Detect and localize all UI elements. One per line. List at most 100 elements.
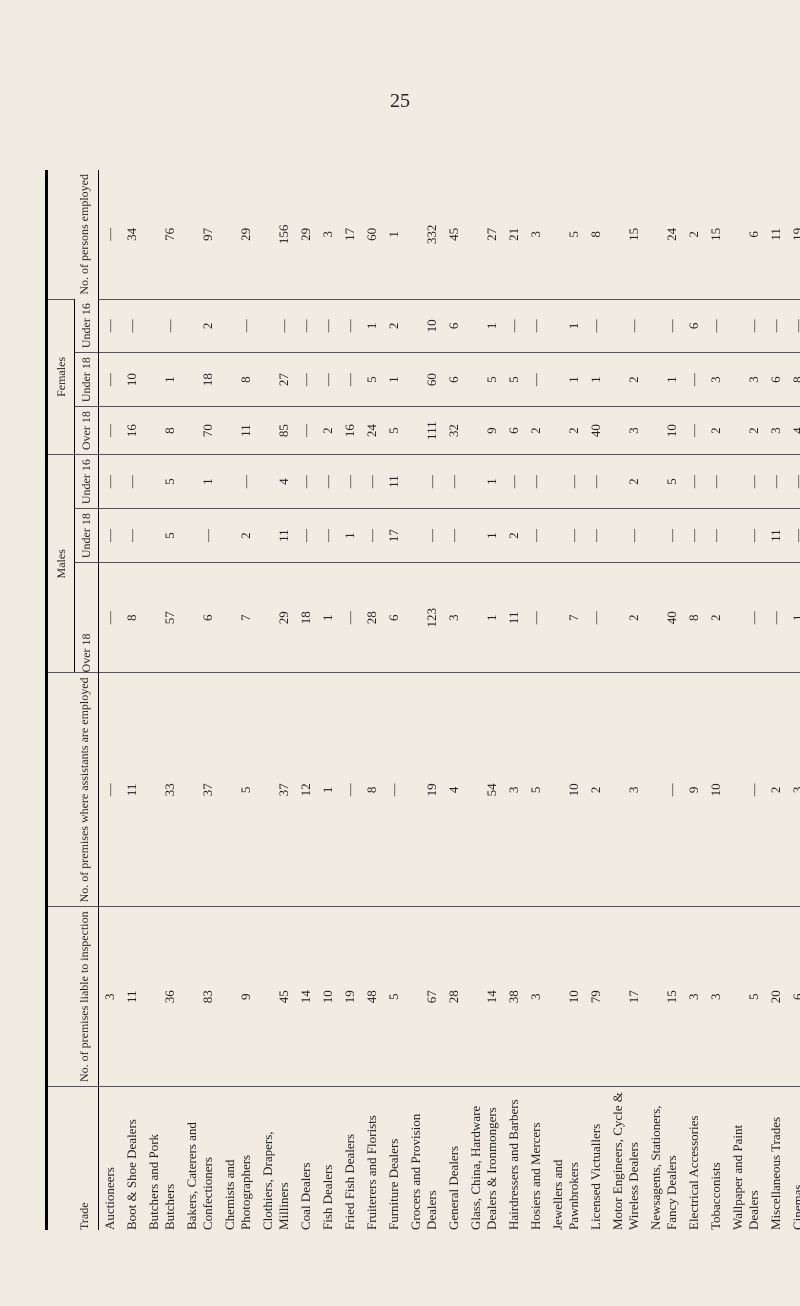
table-row: Cinemas631——48—19 (787, 170, 800, 1230)
table-cell: 2 (547, 407, 585, 455)
table-cell: 27 (257, 353, 295, 407)
table-cell: 32 (443, 407, 465, 455)
table-cell: 5 (547, 170, 585, 299)
table-cell: 34 (121, 170, 143, 299)
table-cell: — (525, 353, 547, 407)
table-cell: 17 (607, 907, 645, 1087)
table-cell: — (121, 455, 143, 509)
table-cell: — (339, 299, 361, 353)
table-cell: 1 (465, 509, 503, 563)
table-cell: — (525, 509, 547, 563)
col-persons-header: No. of persons employed (47, 170, 99, 299)
table-cell: 3 (525, 170, 547, 299)
table-cell: — (645, 299, 683, 353)
table-cell: 10 (547, 907, 585, 1087)
trade-cell: Wallpaper and Paint Dealers (727, 1087, 765, 1230)
table-cell: 48 (361, 907, 383, 1087)
trade-cell: Auctioneers (98, 1087, 121, 1230)
table-row: Clothiers, Drapers, Milliners45372911485… (257, 170, 295, 1230)
table-row: Licensed Victuallers792———401—8 (585, 170, 607, 1230)
table-cell: 2 (503, 509, 525, 563)
table-cell: — (607, 509, 645, 563)
table-cell: — (585, 509, 607, 563)
col-trade-header: Trade (47, 1087, 99, 1230)
table-cell: 10 (317, 907, 339, 1087)
table-row: Chemists and Photographers9572—118—29 (219, 170, 257, 1230)
table-row: Motor Engineers, Cycle & Wireless Dealer… (607, 170, 645, 1230)
table-cell: — (98, 673, 121, 907)
table-cell: 10 (121, 353, 143, 407)
table-cell: 2 (585, 673, 607, 907)
table-cell: 3 (765, 407, 787, 455)
table-cell: 15 (705, 170, 727, 299)
trade-cell: Glass, China, Hardware Dealers & Ironmon… (465, 1087, 503, 1230)
table-cell: — (787, 509, 800, 563)
table-cell: — (295, 353, 317, 407)
table-cell: 1 (787, 563, 800, 673)
table-cell: 28 (443, 907, 465, 1087)
table-cell: 2 (219, 509, 257, 563)
table-cell: 9 (683, 673, 705, 907)
table-cell: 3 (787, 673, 800, 907)
table-cell: 79 (585, 907, 607, 1087)
table-cell: 5 (361, 353, 383, 407)
table-cell: — (339, 563, 361, 673)
table-row: Jewellers and Pawnbrokers10107——2115 (547, 170, 585, 1230)
table-cell: 5 (503, 353, 525, 407)
table-cell: 10 (705, 673, 727, 907)
table-cell: 2 (181, 299, 219, 353)
table-cell: 8 (219, 353, 257, 407)
females-under18-header: Under 18 (75, 353, 98, 407)
table-cell: 36 (143, 907, 181, 1087)
table-cell: — (339, 353, 361, 407)
table-cell: 18 (181, 353, 219, 407)
table-cell: 60 (361, 170, 383, 299)
table-cell: 6 (503, 407, 525, 455)
table-cell: 2 (607, 353, 645, 407)
table-cell: 3 (607, 407, 645, 455)
table-cell: 3 (443, 563, 465, 673)
table-cell: 1 (317, 563, 339, 673)
table-cell: 11 (765, 509, 787, 563)
trade-cell: Hairdressers and Barbers (503, 1087, 525, 1230)
table-cell: 54 (465, 673, 503, 907)
table-cell: — (339, 455, 361, 509)
table-cell: 27 (465, 170, 503, 299)
table-cell: — (295, 299, 317, 353)
statistics-table: Trade No. of premises liable to inspecti… (45, 170, 800, 1230)
table-cell: — (219, 455, 257, 509)
table-cell: 2 (383, 299, 405, 353)
males-over18-header: Over 18 (75, 563, 98, 673)
table-cell: 1 (465, 455, 503, 509)
trade-cell: Chemists and Photographers (219, 1087, 257, 1230)
table-cell: 3 (525, 907, 547, 1087)
table-cell: 15 (645, 907, 683, 1087)
table-cell: — (361, 455, 383, 509)
table-cell: 10 (645, 407, 683, 455)
table-cell: 38 (503, 907, 525, 1087)
trade-cell: Furniture Dealers (383, 1087, 405, 1230)
table-cell: 5 (143, 509, 181, 563)
trade-cell: Licensed Victuallers (585, 1087, 607, 1230)
table-cell: — (727, 673, 765, 907)
table-cell: — (405, 455, 443, 509)
table-row: Wallpaper and Paint Dealers5————23—6 (727, 170, 765, 1230)
col-where-header: No. of premises where assistants are emp… (47, 673, 99, 907)
table-cell: 4 (443, 673, 465, 907)
table-cell: — (683, 455, 705, 509)
table-cell: 60 (405, 353, 443, 407)
table-cell: — (525, 299, 547, 353)
table-cell: 5 (645, 455, 683, 509)
table-cell: 3 (317, 170, 339, 299)
table-cell: 14 (295, 907, 317, 1087)
table-cell: — (295, 455, 317, 509)
table-cell: — (547, 509, 585, 563)
table-cell: 29 (257, 563, 295, 673)
trade-cell: General Dealers (443, 1087, 465, 1230)
table-row: Miscellaneous Trades202—11—36—11 (765, 170, 787, 1230)
table-cell: 2 (607, 563, 645, 673)
table-cell: — (443, 455, 465, 509)
table-body: Auctioneers3————————Boot & Shoe Dealers1… (98, 170, 800, 1230)
table-cell: 1 (317, 673, 339, 907)
table-row: Coal Dealers141218—————29 (295, 170, 317, 1230)
